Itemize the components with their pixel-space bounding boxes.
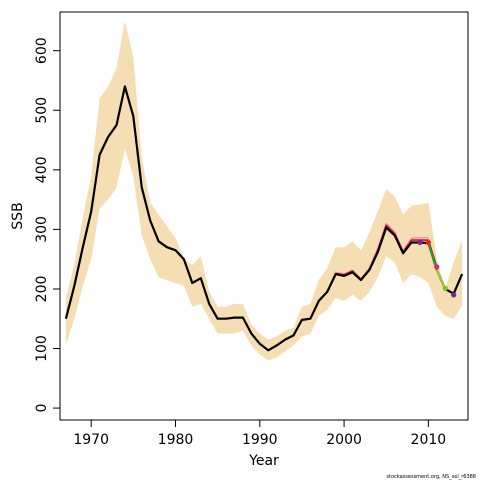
terminal-point-2013	[451, 292, 457, 298]
x-tick-label-1970: 1970	[73, 432, 109, 448]
x-tick-label-2000: 2000	[326, 432, 362, 448]
terminal-point-2009	[417, 239, 423, 246]
tail-segment-2011	[435, 269, 447, 290]
x-axis-title: Year	[248, 453, 279, 469]
y-tick-label-600: 600	[34, 37, 50, 64]
y-tick-label-300: 300	[34, 216, 50, 243]
y-tick-label-400: 400	[34, 156, 50, 183]
y-tick-label-200: 200	[34, 276, 50, 303]
y-tick-label-100: 100	[34, 335, 50, 362]
x-tick-label-1990: 1990	[242, 432, 278, 448]
x-tick-label-2010: 2010	[411, 432, 447, 448]
terminal-points-layer	[417, 239, 457, 298]
x-axis: 1970 1980 1990 2000 2010	[73, 420, 446, 448]
y-axis: 0 100 200 300 400 500 600	[34, 37, 60, 413]
credit-text: stockassessment.org, NS_sel_r6388	[386, 474, 476, 480]
y-tick-label-500: 500	[34, 97, 50, 124]
series-layer	[64, 85, 464, 352]
confidence-band	[65, 20, 463, 361]
terminal-point-2011	[434, 264, 440, 270]
y-tick-label-0: 0	[34, 404, 50, 413]
y-axis-title: SSB	[10, 202, 26, 229]
x-tick-label-1980: 1980	[158, 432, 194, 448]
series-line-0	[64, 85, 464, 352]
plot-frame	[59, 11, 469, 421]
terminal-point-2010	[425, 239, 431, 246]
confidence-band-layer	[65, 20, 463, 361]
terminal-point-2012	[442, 285, 448, 291]
